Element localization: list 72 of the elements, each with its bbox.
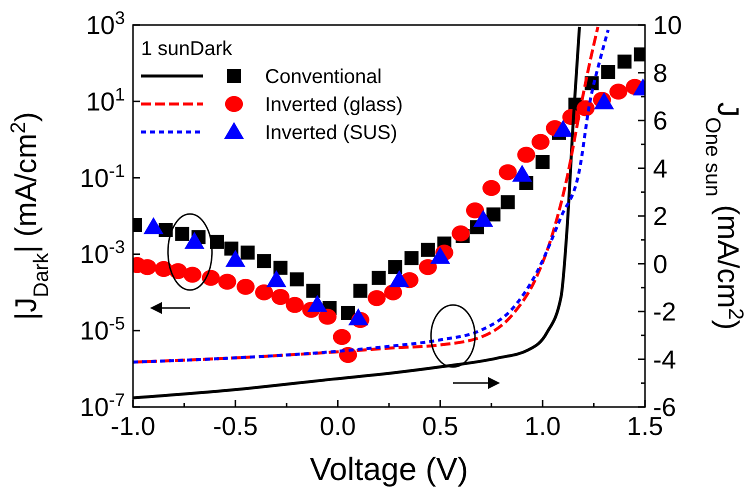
point <box>307 294 328 312</box>
x-axis-title: Voltage (V) <box>310 451 468 487</box>
point <box>266 270 286 288</box>
y2-tick-label: -2 <box>653 296 676 326</box>
legend-label: Inverted (SUS) <box>265 122 398 144</box>
point <box>271 288 290 305</box>
point <box>609 84 628 100</box>
y2-tick-label: 0 <box>653 248 668 279</box>
y-tick-label: 10$^{1}$ <box>86 84 125 116</box>
point <box>452 225 470 242</box>
point <box>318 308 337 325</box>
point <box>257 254 272 268</box>
point <box>183 266 202 283</box>
point <box>236 278 255 295</box>
y2-tick-label: 8 <box>653 58 668 88</box>
point <box>389 270 410 288</box>
point <box>240 246 255 260</box>
point <box>517 146 536 163</box>
point <box>420 242 435 257</box>
point <box>341 306 356 320</box>
point <box>384 284 402 300</box>
point <box>500 195 515 210</box>
point <box>224 242 238 256</box>
y2-tick-label: 2 <box>653 201 668 231</box>
legend-label: Conventional <box>265 66 382 88</box>
point <box>532 134 550 150</box>
point <box>255 284 274 300</box>
y-tick-label: 10$^{-3}$ <box>80 237 125 270</box>
legend-title: 1 sunDark <box>141 38 234 60</box>
point <box>332 329 351 345</box>
point <box>482 180 500 196</box>
point <box>143 217 164 234</box>
point <box>404 251 419 266</box>
point <box>218 274 236 290</box>
point <box>466 202 484 218</box>
point <box>184 232 204 249</box>
y2-tick-label: 4 <box>653 153 668 184</box>
point <box>388 260 402 274</box>
x-tick-label: 1.0 <box>524 411 561 441</box>
y-tick-label: 10$^{3}$ <box>86 8 125 40</box>
point <box>286 296 304 313</box>
x-tick-label: -0.5 <box>212 411 258 441</box>
y2-tick-label: 6 <box>653 106 668 136</box>
point <box>273 260 288 275</box>
point <box>594 92 614 110</box>
point <box>536 154 550 169</box>
point <box>372 270 386 285</box>
x-tick-label: -1.0 <box>110 411 156 441</box>
point <box>306 284 320 298</box>
point <box>418 259 437 276</box>
point <box>368 290 386 306</box>
point <box>430 246 450 264</box>
point <box>225 250 246 267</box>
point <box>348 308 368 326</box>
point <box>498 164 517 180</box>
point <box>175 226 190 241</box>
x-tick-label: 1.5 <box>626 411 664 441</box>
y2-tick-label: 10 <box>653 10 682 40</box>
point <box>473 210 494 227</box>
point <box>512 164 532 182</box>
point <box>618 54 632 69</box>
y-tick-label: 10$^{-5}$ <box>80 314 125 346</box>
point <box>601 64 616 79</box>
y-tick-label: 10$^{-1}$ <box>80 160 125 193</box>
point <box>210 234 224 249</box>
x-tick-label: 0.0 <box>320 411 356 441</box>
x-tick-label: 0.5 <box>422 411 458 441</box>
point <box>290 272 304 286</box>
point <box>353 284 368 298</box>
y2-tick-label: -4 <box>653 344 676 374</box>
legend-label: Inverted (glass) <box>265 94 403 116</box>
point <box>486 207 500 222</box>
